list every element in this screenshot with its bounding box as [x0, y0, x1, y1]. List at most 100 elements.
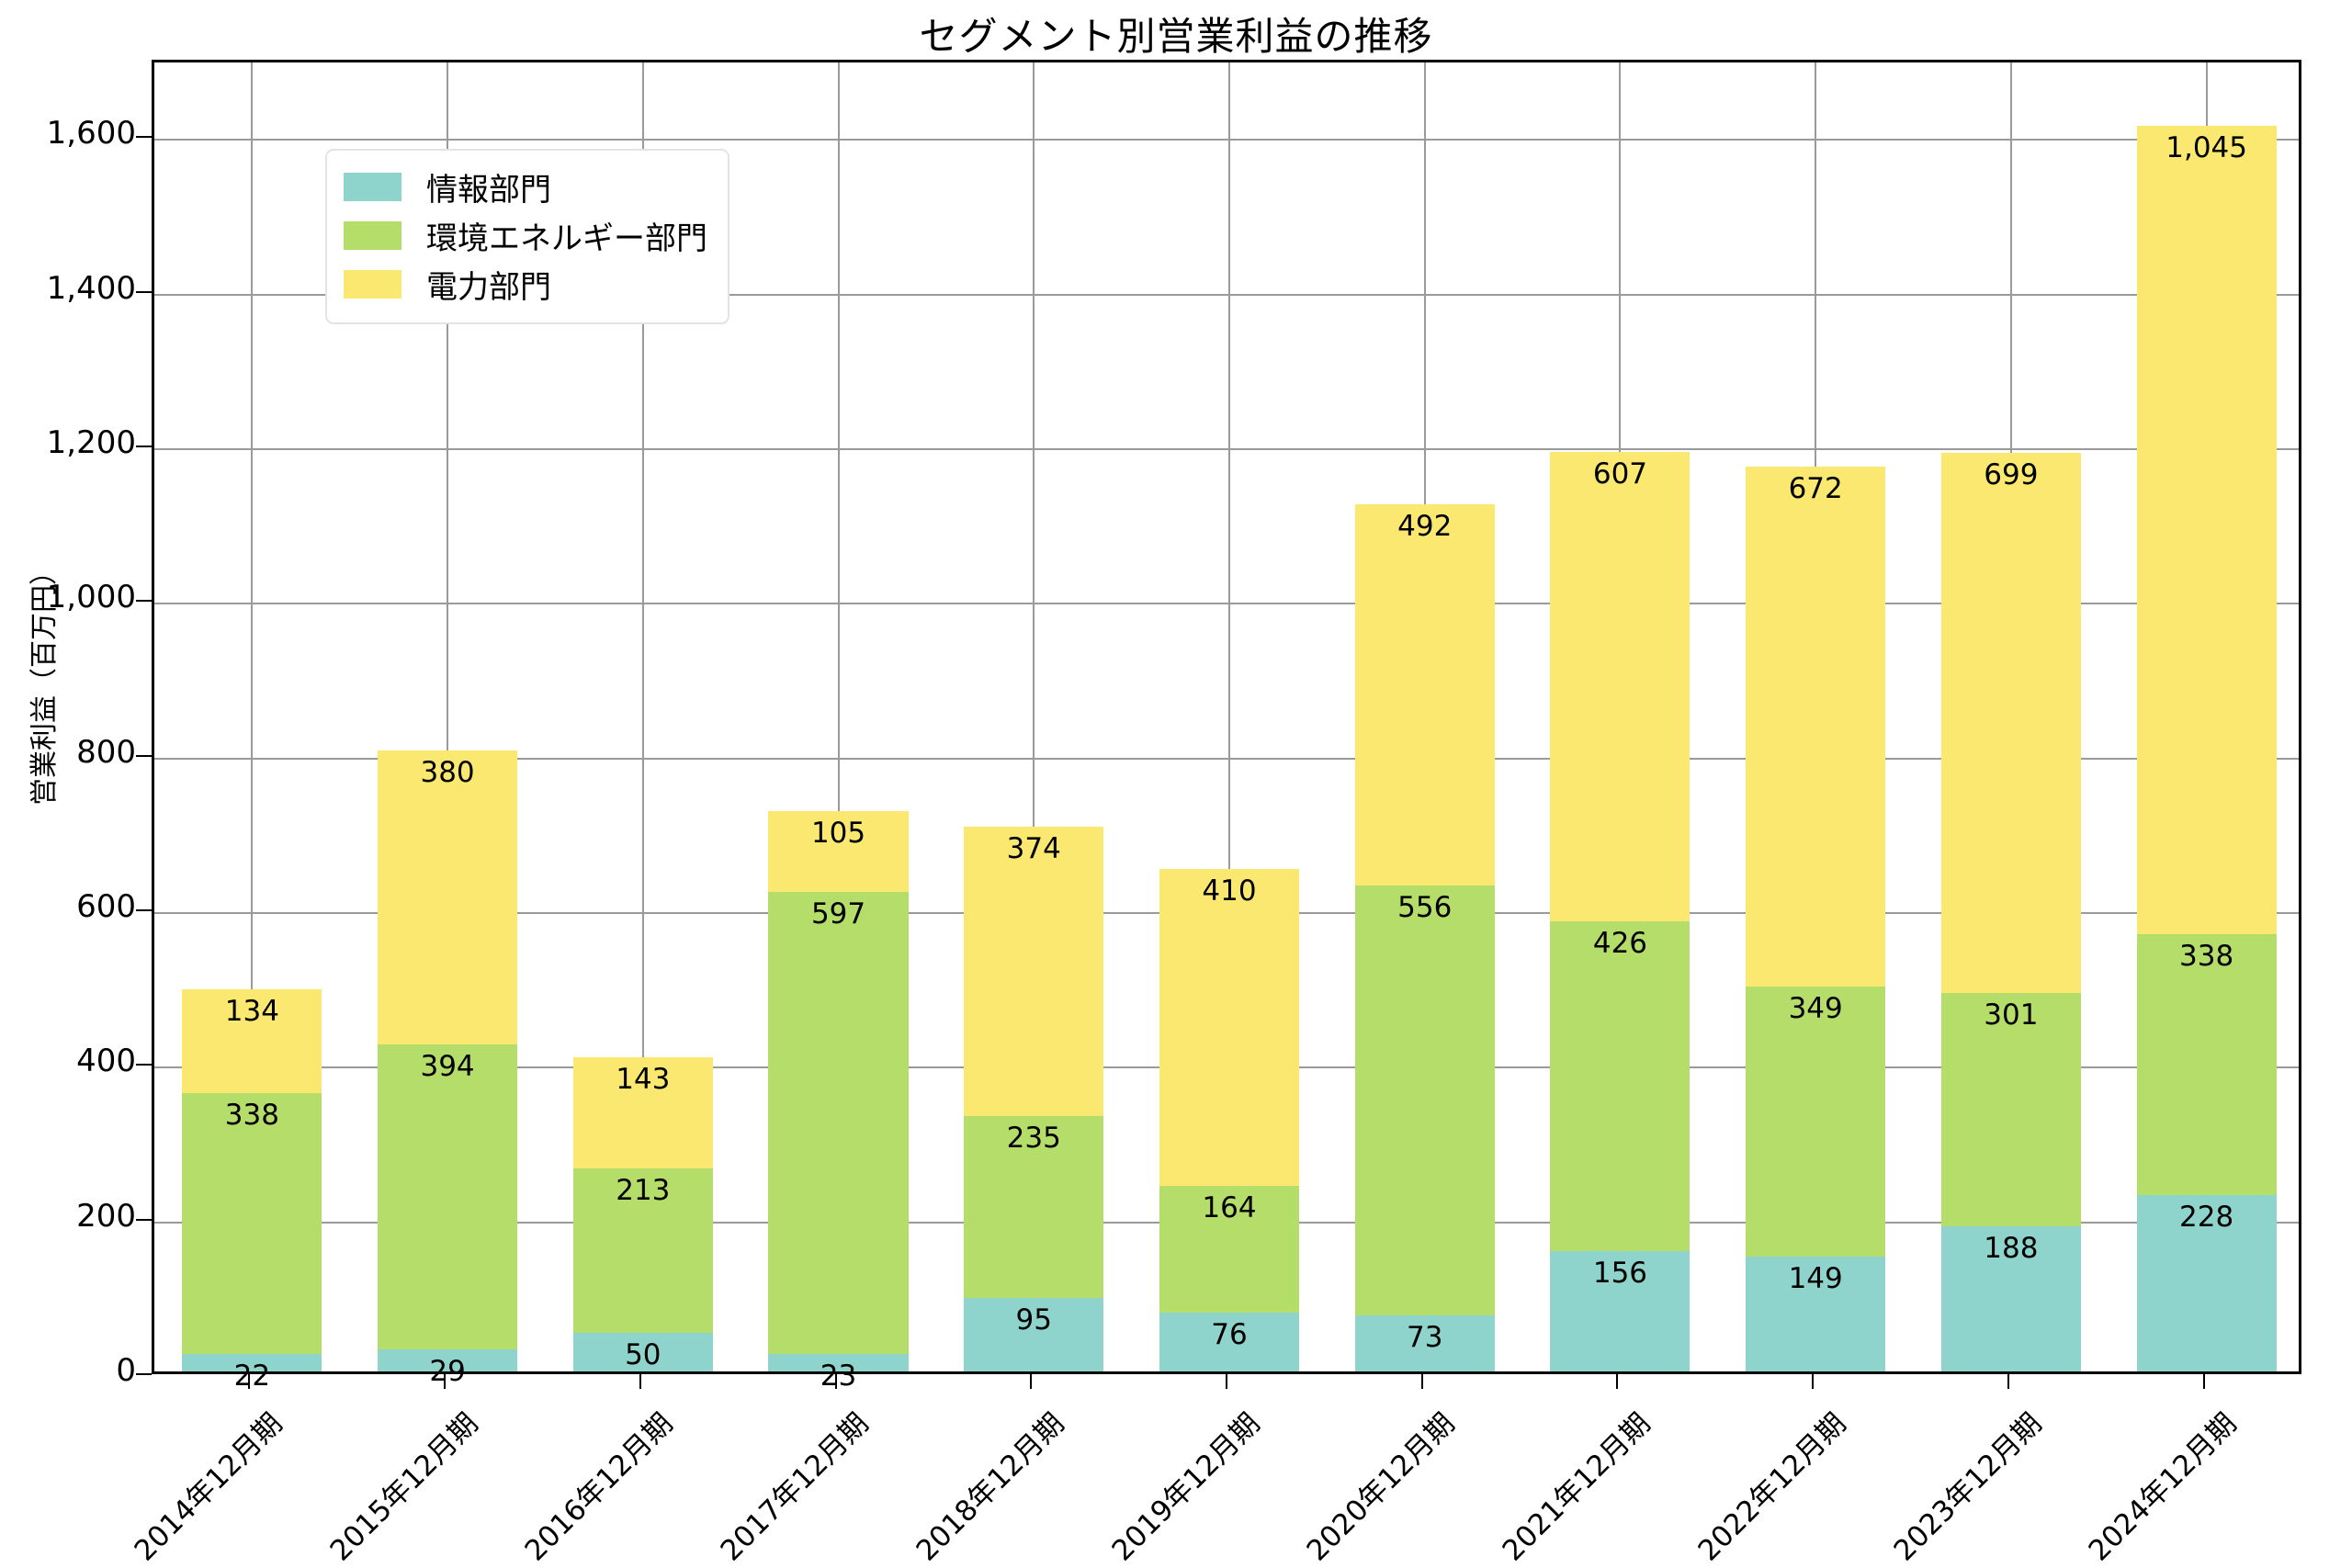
bar-segment[interactable]: [378, 1043, 518, 1349]
x-axis-tick-label: 2024年12月期: [2082, 1406, 2244, 1568]
bar-segment[interactable]: [964, 1116, 1104, 1299]
bar-segment[interactable]: [1550, 452, 1690, 922]
x-axis-tick-label: 2016年12月期: [519, 1406, 680, 1568]
legend: 情報部門 環境エネルギー部門電力部門: [325, 149, 729, 324]
bar-segment[interactable]: [1746, 1256, 1886, 1371]
bar-segment[interactable]: [2136, 1195, 2277, 1371]
bar-group[interactable]: 95 235 374: [964, 57, 1104, 1371]
x-axis-tick-mark: [1030, 1374, 1033, 1389]
chart-title: セグメント別営業利益の推移: [919, 14, 1433, 59]
y-axis-tick-mark: [136, 1064, 152, 1066]
bar-group[interactable]: 188 301 699: [1940, 57, 2081, 1371]
gridline-horizontal: [154, 603, 2299, 605]
bar-segment[interactable]: [1354, 1314, 1495, 1371]
bar-segment[interactable]: [1746, 467, 1886, 987]
y-axis-tick-label: 200: [76, 1197, 136, 1235]
bar-segment[interactable]: [1550, 1250, 1690, 1371]
gridline-vertical: [1033, 62, 1035, 1371]
bar-segment[interactable]: [572, 1168, 713, 1333]
legend-item[interactable]: 情報部門: [344, 163, 707, 211]
bar-segment[interactable]: [768, 1353, 909, 1371]
bar-group[interactable]: 156 426 607: [1550, 57, 1690, 1371]
legend-item[interactable]: 環境エネルギー部門: [344, 211, 707, 260]
bar-segment[interactable]: [768, 892, 909, 1354]
x-axis-tick-label: 2020年12月期: [1300, 1406, 1462, 1568]
x-axis-tick-mark: [834, 1374, 837, 1389]
gridline-vertical: [1228, 62, 1230, 1371]
gridline-vertical: [641, 62, 644, 1371]
x-axis-tick-mark: [1226, 1374, 1227, 1389]
x-axis-tick-label: 2015年12月期: [323, 1406, 485, 1568]
y-axis-tick-label: 1,600: [46, 115, 136, 152]
x-axis-tick-label: 2014年12月期: [128, 1406, 289, 1568]
bar-segment[interactable]: [1159, 1185, 1300, 1314]
x-axis-tick-mark: [248, 1374, 251, 1389]
bar-segment[interactable]: [2136, 933, 2277, 1196]
x-axis-tick-mark: [1420, 1374, 1423, 1389]
x-axis-tick-label: 2018年12月期: [910, 1406, 1071, 1568]
y-axis-tick-mark: [136, 136, 152, 139]
y-axis-tick-label: 0: [116, 1352, 136, 1389]
bar-segment[interactable]: [182, 1354, 322, 1371]
bar-segment[interactable]: [964, 1298, 1104, 1371]
x-axis-tick-label: 2019年12月期: [1105, 1406, 1267, 1568]
bar-segment[interactable]: [182, 989, 322, 1093]
legend-item[interactable]: 電力部門: [344, 260, 707, 309]
bar-segment[interactable]: [964, 827, 1104, 1117]
legend-color-swatch: [344, 173, 401, 201]
bar-segment[interactable]: [1940, 1225, 2081, 1371]
bar-segment[interactable]: [2136, 125, 2277, 934]
bar-segment[interactable]: [378, 1348, 518, 1371]
gridline-vertical: [837, 62, 840, 1371]
bar-group[interactable]: 29 394 380: [378, 57, 518, 1388]
bar-segment[interactable]: [1159, 1313, 1300, 1371]
bar-group[interactable]: 228 338 1,045: [2136, 57, 2277, 1371]
gridline-vertical: [447, 62, 449, 1371]
x-axis-tick-mark: [2202, 1374, 2205, 1389]
y-axis-tick-mark: [136, 445, 152, 447]
bar-segment[interactable]: [1354, 504, 1495, 886]
gridline-horizontal: [154, 139, 2299, 141]
bar-segment[interactable]: [1159, 868, 1300, 1186]
y-axis-label: 営業利益（百万円）: [28, 558, 61, 806]
bar-segment[interactable]: [1940, 452, 2081, 994]
y-axis-tick-mark: [136, 754, 152, 757]
x-axis-tick-mark: [639, 1374, 641, 1389]
gridline-horizontal: [154, 293, 2299, 296]
legend-color-swatch: [344, 221, 401, 250]
bar-segment[interactable]: [1354, 885, 1495, 1315]
x-axis-tick-label: 2023年12月期: [1887, 1406, 2049, 1568]
bar-segment[interactable]: [1746, 986, 1886, 1257]
x-axis-tick-label: 2022年12月期: [1691, 1406, 1853, 1568]
bar-segment[interactable]: [182, 1092, 322, 1355]
bar-segment[interactable]: [1940, 993, 2081, 1226]
legend-item-label: 情報部門: [426, 172, 551, 209]
y-axis-tick-mark: [136, 1218, 152, 1221]
y-axis-tick-mark: [136, 290, 152, 293]
bar-segment[interactable]: [572, 1332, 713, 1371]
y-axis-tick-mark: [136, 600, 152, 603]
bar-group[interactable]: 73 556 492: [1354, 57, 1495, 1371]
x-axis-tick-mark: [2007, 1374, 2009, 1389]
legend-item-label: 電力部門: [426, 269, 551, 306]
gridline-horizontal: [154, 757, 2299, 760]
bar-group[interactable]: 76 164 410: [1159, 57, 1300, 1371]
bar-segment[interactable]: [378, 750, 518, 1044]
y-axis-tick-mark: [136, 1373, 152, 1375]
y-axis-tick-label: 400: [76, 1043, 136, 1080]
bar-segment[interactable]: [768, 810, 909, 893]
x-axis-tick-mark: [444, 1374, 447, 1389]
legend-color-swatch: [344, 270, 401, 299]
y-axis-tick-label: 1,000: [46, 579, 136, 616]
x-axis-tick-mark: [1812, 1374, 1815, 1389]
bar-segment[interactable]: [1550, 921, 1690, 1251]
plot-area: 22 338 134 29 394 380 50 213 143 23 597 105 95 235 374…: [152, 57, 2301, 1393]
bar-segment[interactable]: [572, 1057, 713, 1168]
x-axis-tick-mark: [1616, 1374, 1619, 1389]
bar-group[interactable]: 22 338 134: [182, 57, 322, 1393]
bar-group[interactable]: 149 349 672: [1746, 57, 1886, 1371]
bar-group[interactable]: 23 597 105: [768, 57, 909, 1393]
y-axis-tick-label: 600: [76, 887, 136, 925]
y-axis-tick-label: 800: [76, 733, 136, 771]
x-axis-tick-label: 2017年12月期: [714, 1406, 876, 1568]
